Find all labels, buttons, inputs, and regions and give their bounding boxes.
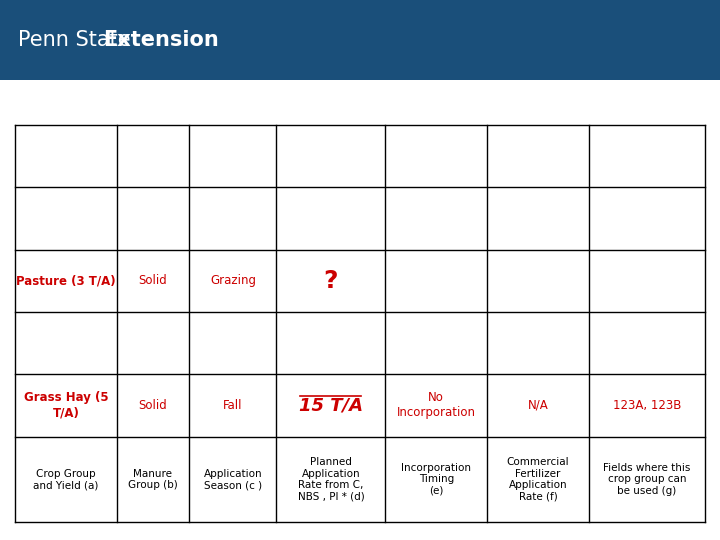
Text: Fields where this
crop group can
be used (g): Fields where this crop group can be used… bbox=[603, 463, 690, 496]
Bar bbox=[0, 0, 720, 80]
Text: Penn State: Penn State bbox=[18, 30, 138, 50]
Text: Pasture (3 T/A): Pasture (3 T/A) bbox=[16, 274, 116, 287]
Text: Application
Season (c ): Application Season (c ) bbox=[204, 469, 262, 490]
Text: Extension: Extension bbox=[103, 30, 219, 50]
Text: Incorporation
Timing
(e): Incorporation Timing (e) bbox=[401, 463, 472, 496]
Text: Grazing: Grazing bbox=[210, 274, 256, 287]
Text: No
Incorporation: No Incorporation bbox=[397, 392, 476, 420]
Text: Fall: Fall bbox=[223, 399, 243, 412]
Text: 15 T/A: 15 T/A bbox=[299, 396, 363, 415]
Text: Commercial
Fertilizer
Application
Rate (f): Commercial Fertilizer Application Rate (… bbox=[507, 457, 570, 502]
Text: ?: ? bbox=[324, 269, 338, 293]
Text: Planned
Application
Rate from C,
NBS , PI * (d): Planned Application Rate from C, NBS , P… bbox=[297, 457, 364, 502]
Text: Crop Group
and Yield (a): Crop Group and Yield (a) bbox=[33, 469, 99, 490]
Text: Manure
Group (b): Manure Group (b) bbox=[128, 469, 178, 490]
Text: N/A: N/A bbox=[528, 399, 549, 412]
Text: 123A, 123B: 123A, 123B bbox=[613, 399, 681, 412]
Text: Solid: Solid bbox=[139, 399, 167, 412]
Text: Grass Hay (5
T/A): Grass Hay (5 T/A) bbox=[24, 392, 108, 420]
Text: Solid: Solid bbox=[139, 274, 167, 287]
